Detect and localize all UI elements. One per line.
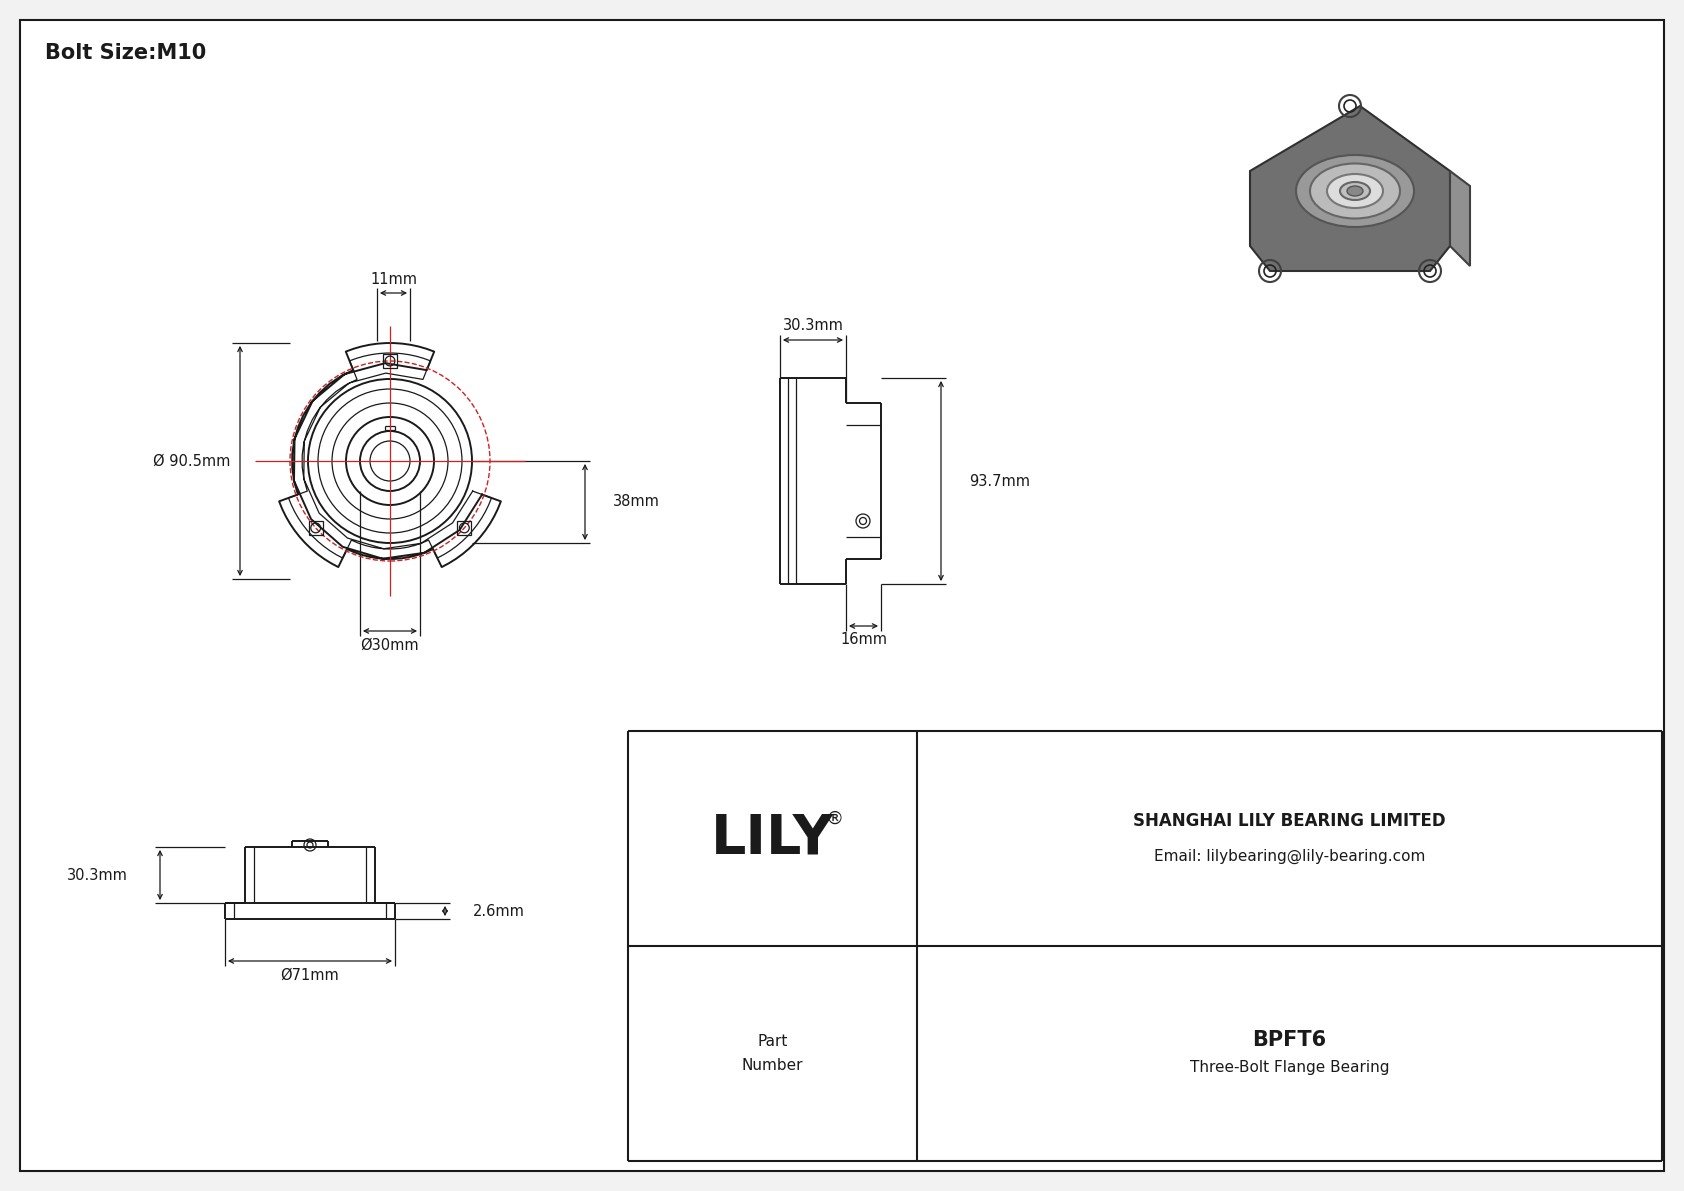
- Ellipse shape: [1347, 186, 1362, 197]
- Text: 2.6mm: 2.6mm: [473, 904, 525, 918]
- Text: 93.7mm: 93.7mm: [968, 474, 1031, 488]
- Text: Ø 90.5mm: Ø 90.5mm: [153, 454, 231, 468]
- Text: Ø30mm: Ø30mm: [360, 637, 419, 653]
- Text: ®: ®: [825, 810, 844, 828]
- Text: 30.3mm: 30.3mm: [783, 318, 844, 333]
- Text: 16mm: 16mm: [840, 632, 887, 648]
- Ellipse shape: [1327, 174, 1383, 208]
- FancyBboxPatch shape: [20, 20, 1664, 1171]
- Ellipse shape: [1340, 182, 1371, 200]
- Bar: [458, 520, 472, 535]
- Ellipse shape: [1310, 163, 1399, 218]
- Text: 30.3mm: 30.3mm: [67, 867, 128, 883]
- Text: Three-Bolt Flange Bearing: Three-Bolt Flange Bearing: [1191, 1060, 1389, 1075]
- Text: Email: lilybearing@lily-bearing.com: Email: lilybearing@lily-bearing.com: [1154, 849, 1425, 865]
- Bar: [382, 354, 397, 368]
- Text: Ø71mm: Ø71mm: [281, 967, 340, 983]
- Text: LILY: LILY: [711, 811, 834, 866]
- Text: SHANGHAI LILY BEARING LIMITED: SHANGHAI LILY BEARING LIMITED: [1133, 811, 1447, 829]
- Polygon shape: [1250, 106, 1450, 272]
- Text: Number: Number: [741, 1058, 803, 1073]
- Ellipse shape: [1297, 155, 1415, 227]
- Text: Part: Part: [758, 1034, 788, 1049]
- Text: Bolt Size:M10: Bolt Size:M10: [45, 43, 205, 63]
- Text: 11mm: 11mm: [370, 272, 418, 287]
- Text: BPFT6: BPFT6: [1253, 1029, 1327, 1049]
- Bar: [308, 520, 323, 535]
- Polygon shape: [1450, 172, 1470, 266]
- Text: 38mm: 38mm: [613, 494, 660, 510]
